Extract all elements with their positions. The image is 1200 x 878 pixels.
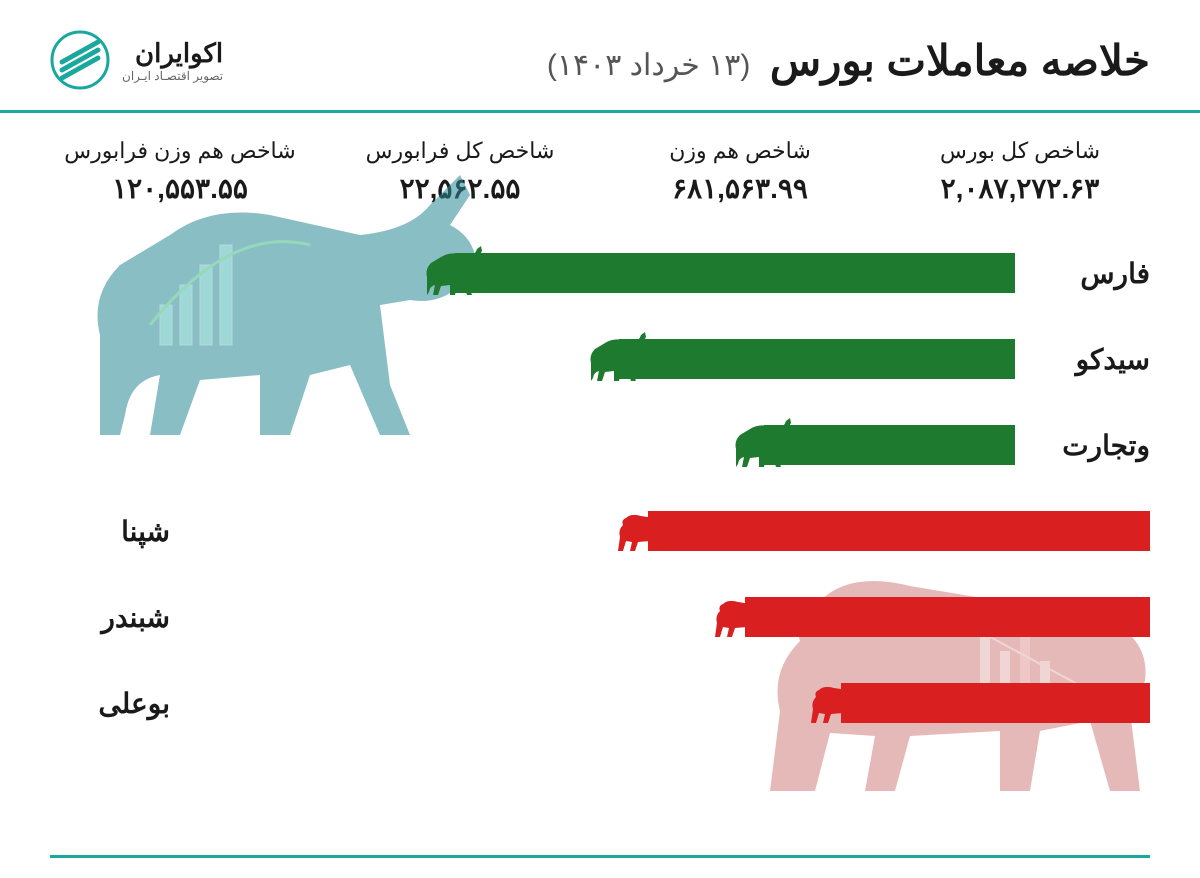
bar-track [185,597,1150,637]
report-date: (۱۳ خرداد ۱۴۰۳) [547,49,751,82]
index-item: شاخص هم وزن ۶۸۱,۵۶۳.۹۹ [600,138,880,205]
bar-label: سیدکو [1030,343,1150,376]
title-block: خلاصه معاملات بورس (۱۳ خرداد ۱۴۰۳) [547,36,1150,85]
bar-fill [745,597,1150,637]
bear-icon [709,589,774,644]
bar-fill [619,339,1015,379]
bars-area: فارس سیدکو وتجارت شپنا [0,235,1200,791]
index-value: ۶۸۱,۵۶۳.۹۹ [600,172,880,205]
positive-bar-row: فارس [50,245,1150,301]
index-label: شاخص هم وزن [600,138,880,164]
bar-fill [648,511,1150,551]
index-value: ۲,۰۸۷,۲۷۲.۶۳ [880,172,1160,205]
footer-divider [50,855,1150,858]
bear-icon [805,675,870,730]
ecoiran-logo-icon [50,30,110,90]
bear-icon [612,503,677,558]
bar-label: فارس [1030,257,1150,290]
logo-name: اکوایران [122,38,223,69]
bar-track [185,511,1150,551]
bar-fill [841,683,1150,723]
positive-bar-row: سیدکو [50,331,1150,387]
negative-bar-row: بوعلی [50,675,1150,731]
bar-label: بوعلی [50,687,170,720]
page-title: خلاصه معاملات بورس [770,37,1150,84]
header: خلاصه معاملات بورس (۱۳ خرداد ۱۴۰۳) اکوای… [0,0,1200,113]
bar-track [50,425,1015,465]
logo: اکوایران تصویر اقتصـاد ایـران [50,30,223,90]
index-item: شاخص کل بورس ۲,۰۸۷,۲۷۲.۶۳ [880,138,1160,205]
bull-icon [419,243,484,303]
negative-bar-row: شپنا [50,503,1150,559]
bull-icon [583,329,648,389]
bar-fill [764,425,1015,465]
bar-track [50,253,1015,293]
bar-label: شپنا [50,515,170,548]
index-label: شاخص کل بورس [880,138,1160,164]
bear-background-icon [730,511,1170,831]
logo-tagline: تصویر اقتصـاد ایـران [122,69,223,83]
bar-fill [455,253,1015,293]
bar-label: شبندر [50,601,170,634]
bull-icon [728,415,793,475]
bar-label: وتجارت [1030,429,1150,462]
bar-track [50,339,1015,379]
negative-bar-row: شبندر [50,589,1150,645]
bar-track [185,683,1150,723]
positive-bar-row: وتجارت [50,417,1150,473]
